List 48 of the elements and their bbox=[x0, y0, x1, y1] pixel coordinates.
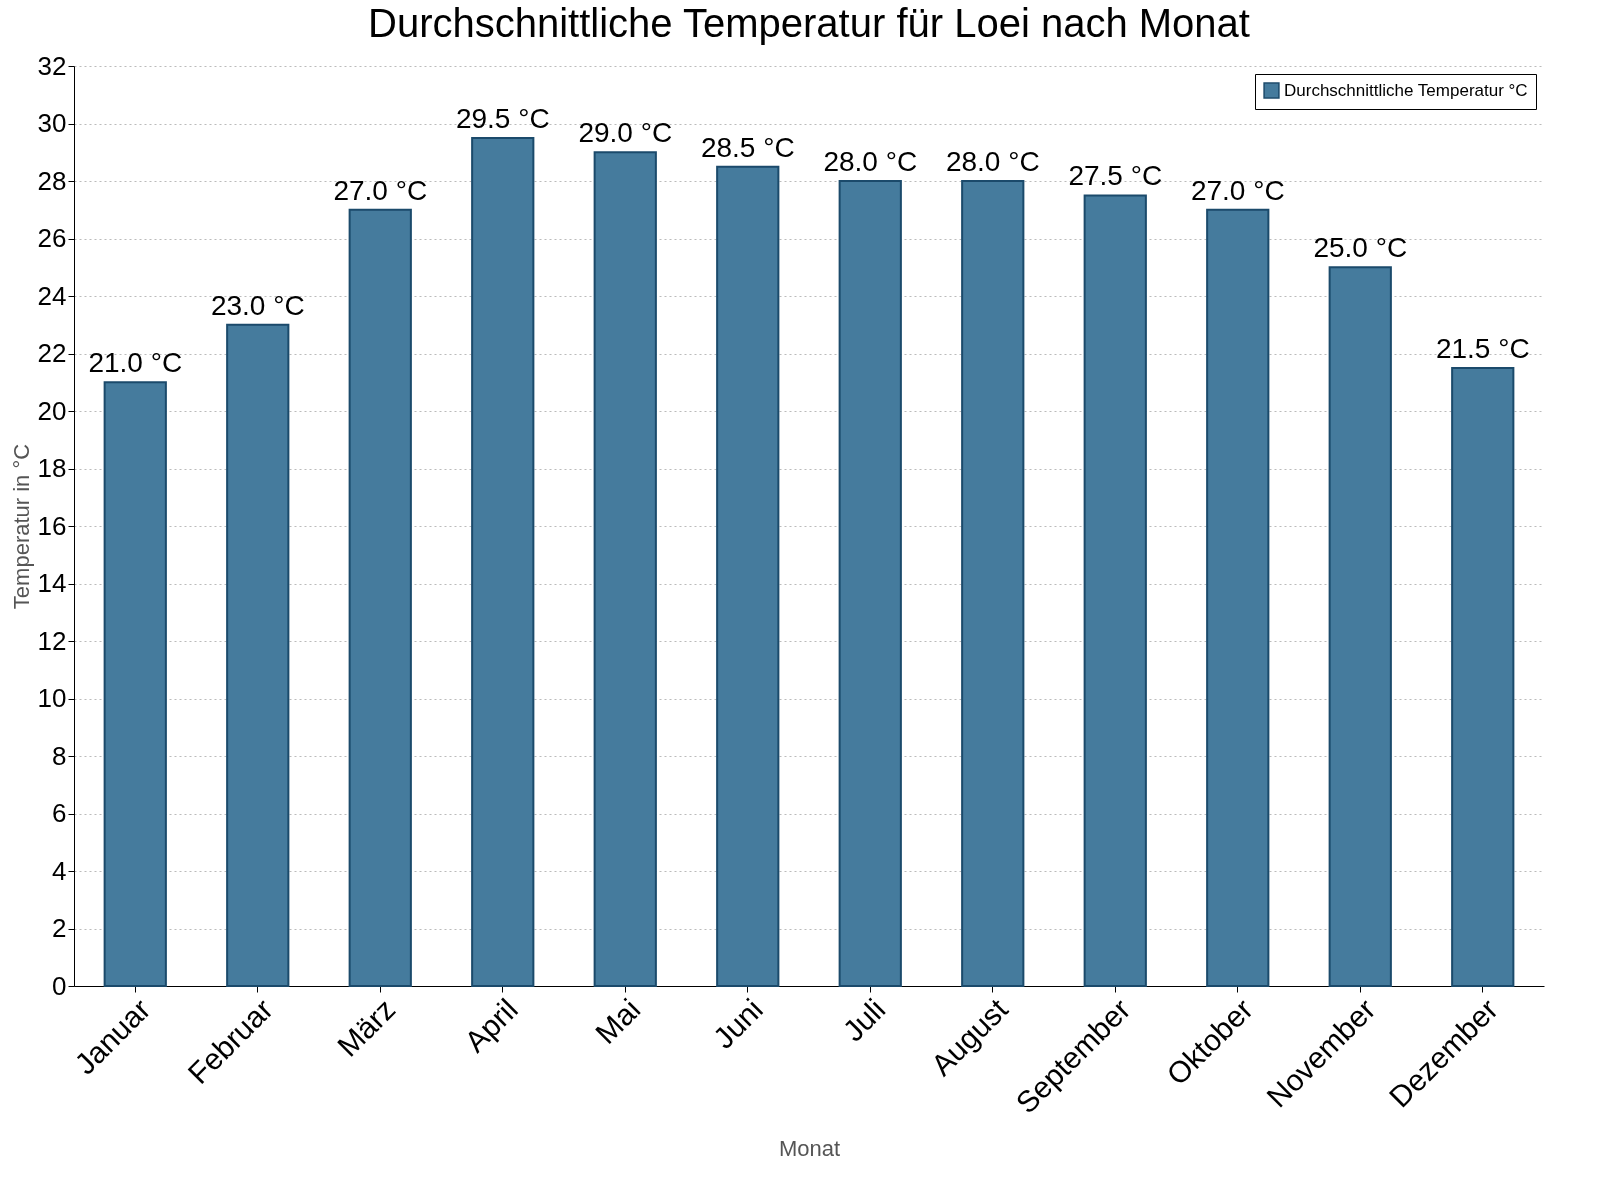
y-tick-label: 28 bbox=[37, 165, 67, 196]
data-label: 21.5 °C bbox=[1435, 332, 1530, 364]
data-label: 27.0 °C bbox=[333, 174, 428, 206]
bar bbox=[716, 165, 780, 987]
data-label: 28.0 °C bbox=[945, 146, 1040, 177]
y-tick-label: 8 bbox=[52, 740, 67, 771]
bar bbox=[1451, 366, 1515, 987]
bar bbox=[593, 151, 657, 987]
bar bbox=[348, 208, 412, 987]
y-tick-label: 6 bbox=[52, 798, 67, 828]
chart-title: Durchschnittliche Temperatur für Loei nach Monat bbox=[368, 1, 1250, 45]
bar bbox=[1328, 266, 1392, 987]
y-tick-label: 14 bbox=[37, 568, 67, 598]
y-tick-label: 22 bbox=[37, 338, 67, 368]
y-tick-label: 0 bbox=[52, 970, 67, 1001]
y-tick-label: 16 bbox=[37, 510, 67, 541]
y-tick-label: 30 bbox=[37, 108, 67, 138]
data-label: 23.0 °C bbox=[210, 289, 305, 321]
x-tick-label: Mai bbox=[588, 992, 647, 1050]
legend-label: Durchschnittliche Temperatur °C bbox=[1284, 80, 1528, 100]
data-label: 25.0 °C bbox=[1313, 232, 1408, 264]
x-tick-label: Juli bbox=[836, 992, 892, 1048]
x-tick-label: Juni bbox=[706, 992, 769, 1055]
bar bbox=[103, 381, 167, 987]
x-axis-title: Monat bbox=[778, 1136, 841, 1162]
data-label: 28.5 °C bbox=[700, 131, 795, 163]
y-tick-label: 2 bbox=[52, 913, 67, 943]
bar bbox=[471, 136, 535, 987]
y-tick-label: 24 bbox=[37, 280, 67, 311]
data-label: 27.0 °C bbox=[1190, 174, 1285, 206]
y-tick-label: 4 bbox=[52, 855, 67, 886]
bar bbox=[1083, 194, 1147, 987]
y-tick-label: 12 bbox=[37, 625, 67, 656]
data-label: 21.0 °C bbox=[88, 347, 183, 379]
data-label: 28.0 °C bbox=[823, 146, 918, 177]
y-tick-label: 32 bbox=[37, 50, 67, 81]
data-label: 29.5 °C bbox=[455, 102, 550, 134]
y-tick-label: 20 bbox=[37, 395, 67, 426]
bar bbox=[1206, 208, 1270, 987]
bar bbox=[226, 323, 290, 987]
y-tick-label: 10 bbox=[37, 683, 67, 713]
y-axis-title: Temperatur in °C bbox=[8, 443, 34, 610]
bar bbox=[961, 180, 1025, 987]
y-tick-label: 26 bbox=[37, 223, 67, 253]
data-label: 27.5 °C bbox=[1068, 160, 1163, 192]
y-tick-label: 18 bbox=[37, 453, 67, 483]
bar bbox=[838, 180, 902, 987]
data-label: 29.0 °C bbox=[578, 117, 673, 149]
